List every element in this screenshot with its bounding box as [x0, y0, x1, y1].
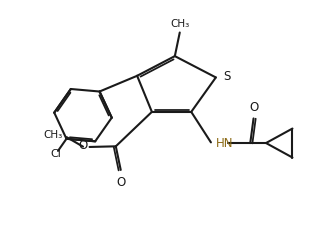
Text: HN: HN: [216, 136, 233, 150]
Text: O: O: [79, 139, 88, 152]
Text: S: S: [223, 70, 230, 83]
Text: CH₃: CH₃: [44, 130, 63, 139]
Text: CH₃: CH₃: [170, 19, 189, 29]
Text: Cl: Cl: [50, 149, 61, 159]
Text: O: O: [116, 176, 125, 189]
Text: O: O: [249, 101, 258, 114]
